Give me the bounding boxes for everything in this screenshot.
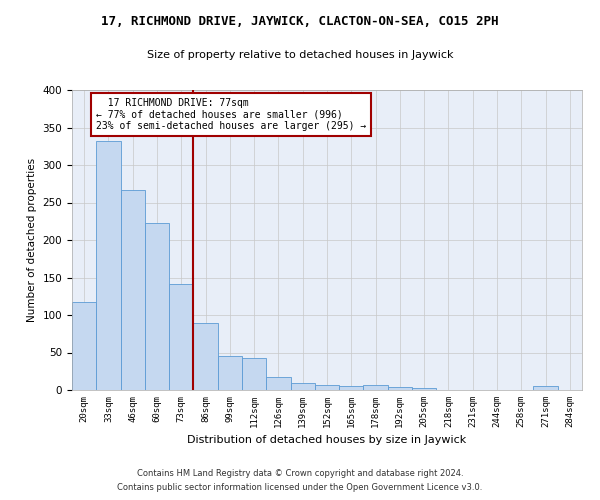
Text: Contains HM Land Registry data © Crown copyright and database right 2024.: Contains HM Land Registry data © Crown c… (137, 468, 463, 477)
Bar (290, 382, 315, 390)
Bar (121, 190, 145, 390)
Bar (412, 388, 436, 390)
Bar (72, 302, 96, 390)
Bar (339, 386, 364, 390)
X-axis label: Distribution of detached houses by size in Jaywick: Distribution of detached houses by size … (187, 436, 467, 446)
Y-axis label: Number of detached properties: Number of detached properties (27, 158, 37, 322)
Text: 17, RICHMOND DRIVE, JAYWICK, CLACTON-ON-SEA, CO15 2PH: 17, RICHMOND DRIVE, JAYWICK, CLACTON-ON-… (101, 15, 499, 28)
Bar (96, 141, 121, 390)
Text: Size of property relative to detached houses in Jaywick: Size of property relative to detached ho… (147, 50, 453, 60)
Bar (266, 376, 290, 390)
Bar (533, 386, 558, 390)
Bar (242, 358, 266, 390)
Bar (218, 356, 242, 390)
Text: 17 RICHMOND DRIVE: 77sqm
← 77% of detached houses are smaller (996)
23% of semi-: 17 RICHMOND DRIVE: 77sqm ← 77% of detach… (96, 98, 367, 130)
Bar (388, 387, 412, 390)
Bar (315, 385, 339, 390)
Bar (364, 385, 388, 390)
Text: Contains public sector information licensed under the Open Government Licence v3: Contains public sector information licen… (118, 484, 482, 492)
Bar (193, 322, 218, 390)
Bar (169, 284, 193, 390)
Bar (145, 223, 169, 390)
